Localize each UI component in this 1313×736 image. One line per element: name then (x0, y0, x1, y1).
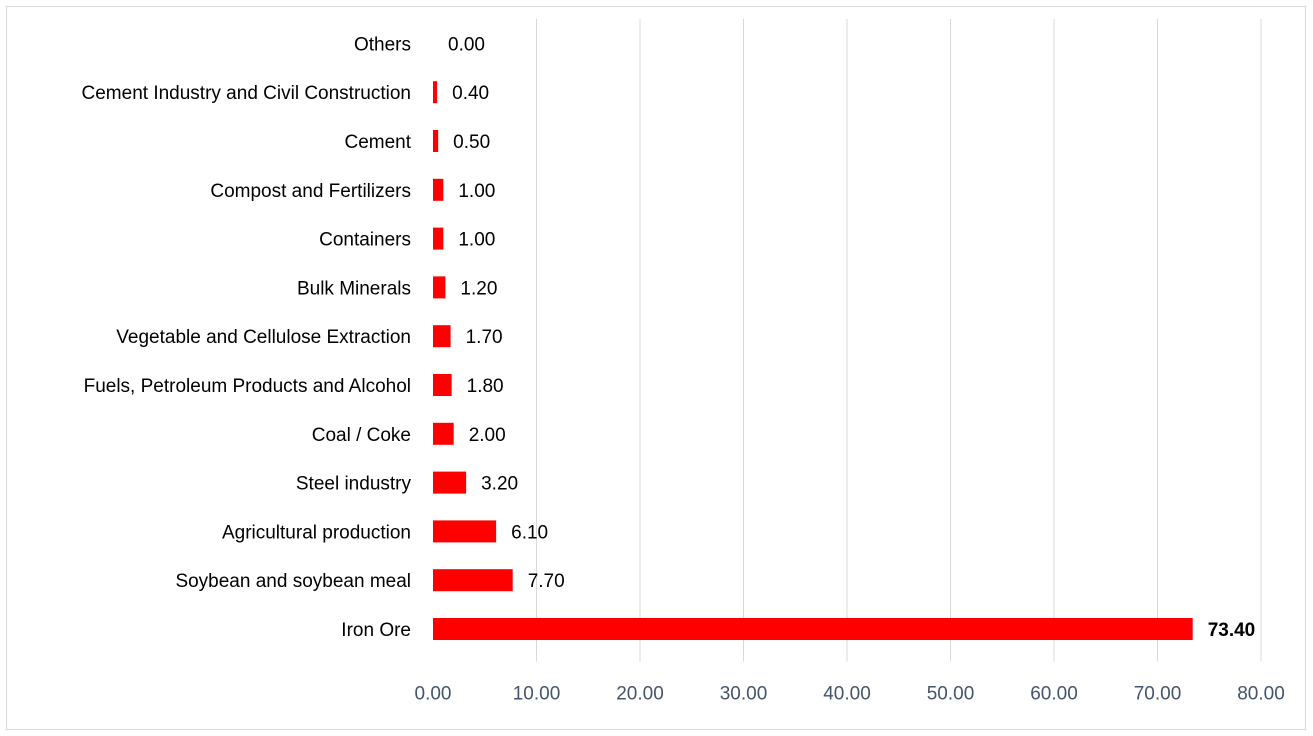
bar (433, 471, 467, 494)
x-tick-label: 40.00 (823, 683, 871, 704)
bar (433, 130, 439, 152)
value-label: 2.00 (469, 425, 506, 446)
category-label: Containers (319, 230, 411, 251)
bars (433, 81, 1193, 640)
bar (433, 81, 438, 104)
category-label: Cement Industry and Civil Construction (82, 83, 411, 104)
category-label: Compost and Fertilizers (210, 181, 411, 202)
value-label: 7.70 (528, 571, 565, 592)
category-label: Agricultural production (222, 522, 411, 543)
value-label: 1.80 (467, 376, 504, 397)
bar (433, 569, 513, 592)
x-tick-label: 80.00 (1237, 683, 1285, 704)
bar (433, 178, 444, 201)
value-label: 6.10 (511, 522, 548, 543)
category-label: Bulk Minerals (297, 278, 411, 299)
category-label: Fuels, Petroleum Products and Alcohol (84, 376, 411, 397)
bar-chart: Others Cement Industry and Civil Construc… (82, 19, 1285, 704)
category-label: Cement (344, 132, 411, 153)
x-tick-label: 60.00 (1030, 683, 1078, 704)
x-tick-label: 50.00 (927, 683, 975, 704)
value-label: 73.40 (1208, 620, 1256, 641)
category-label: Steel industry (296, 474, 412, 495)
value-label: 1.00 (458, 230, 495, 251)
category-label: Vegetable and Cellulose Extraction (116, 327, 411, 348)
category-labels: Others Cement Industry and Civil Construc… (82, 34, 412, 641)
category-label: Soybean and soybean meal (175, 571, 411, 592)
x-tick-label: 30.00 (720, 683, 768, 704)
bar (433, 618, 1193, 640)
value-label: 0.00 (448, 34, 485, 55)
x-tick-label: 20.00 (616, 683, 664, 704)
bar (433, 227, 444, 250)
x-tick-label: 0.00 (415, 683, 452, 704)
value-label: 0.40 (452, 83, 489, 104)
grid-lines (536, 19, 1262, 662)
x-tick-label: 70.00 (1134, 683, 1182, 704)
bar (433, 276, 446, 299)
value-label: 1.00 (458, 181, 495, 202)
bar (433, 325, 451, 348)
category-label: Coal / Coke (312, 425, 411, 446)
x-axis-ticks: 0.00 10.00 20.00 30.00 40.00 50.00 60.00 70.00 8… (415, 683, 1285, 704)
value-label: 1.20 (460, 278, 497, 299)
value-label: 0.50 (453, 132, 490, 153)
bar (433, 422, 454, 445)
chart-frame: Others Cement Industry and Civil Construc… (6, 6, 1306, 730)
bar (433, 520, 497, 543)
category-label: Iron Ore (341, 620, 411, 641)
category-label: Others (354, 34, 411, 55)
x-tick-label: 10.00 (513, 683, 561, 704)
value-labels: 0.00 0.40 0.50 1.00 1.00 1.20 1.70 1.80 2.00 3.20… (448, 34, 1255, 641)
value-label: 3.20 (481, 474, 518, 495)
value-label: 1.70 (466, 327, 503, 348)
bar (433, 374, 452, 396)
